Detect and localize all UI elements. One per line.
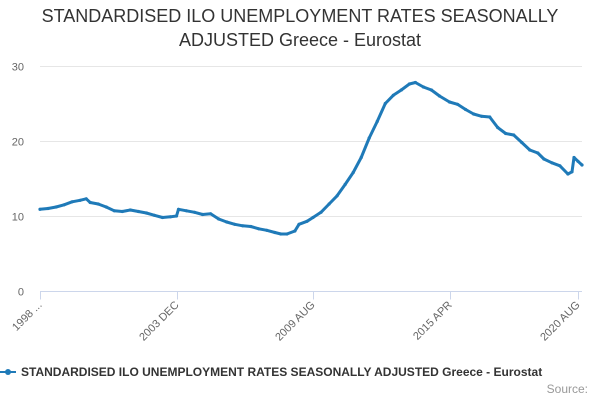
data-point[interactable]: [407, 82, 411, 86]
data-point[interactable]: [96, 202, 100, 206]
data-point[interactable]: [413, 80, 417, 85]
x-tick-label: 2003 DEC: [137, 299, 181, 343]
data-point[interactable]: [201, 212, 205, 217]
data-point[interactable]: [421, 85, 425, 89]
data-point[interactable]: [152, 213, 156, 217]
data-point[interactable]: [319, 210, 323, 214]
data-point[interactable]: [496, 125, 500, 130]
data-point[interactable]: [112, 209, 116, 213]
data-point[interactable]: [168, 215, 173, 219]
legend-symbol-icon: [0, 367, 16, 377]
data-point[interactable]: [279, 232, 283, 236]
x-tick-label: 1998 ...: [10, 299, 44, 333]
data-point[interactable]: [225, 220, 229, 224]
chart-title-line-1: STANDARDISED ILO UNEMPLOYMENT RATES SEAS…: [41, 6, 559, 26]
data-point[interactable]: [570, 170, 574, 174]
data-point[interactable]: [359, 155, 363, 160]
data-point[interactable]: [343, 182, 347, 187]
data-point[interactable]: [383, 101, 387, 106]
data-point[interactable]: [233, 222, 237, 226]
data-point[interactable]: [455, 102, 460, 106]
data-point[interactable]: [217, 217, 221, 221]
legend-label: STANDARDISED ILO UNEMPLOYMENT RATES SEAS…: [21, 365, 543, 379]
data-point[interactable]: [70, 200, 74, 204]
data-point[interactable]: [46, 206, 50, 211]
data-point[interactable]: [305, 219, 309, 223]
data-point[interactable]: [375, 119, 379, 124]
data-point[interactable]: [38, 207, 42, 211]
data-point[interactable]: [273, 230, 277, 235]
data-point[interactable]: [136, 209, 140, 214]
x-tick-label: 2009 AUG: [273, 299, 317, 343]
data-point[interactable]: [311, 215, 315, 220]
data-point[interactable]: [327, 202, 331, 206]
data-point[interactable]: [285, 232, 289, 236]
data-point[interactable]: [550, 161, 554, 165]
chart-title-line-2: ADJUSTED Greece - Eurostat: [178, 30, 422, 50]
data-point[interactable]: [558, 164, 562, 168]
data-point[interactable]: [144, 211, 148, 215]
data-point[interactable]: [437, 94, 442, 98]
data-point[interactable]: [249, 224, 253, 229]
data-point[interactable]: [576, 159, 580, 163]
data-point[interactable]: [265, 228, 269, 232]
data-point[interactable]: [335, 194, 339, 198]
data-point[interactable]: [241, 224, 245, 228]
data-point[interactable]: [351, 170, 355, 175]
data-point[interactable]: [84, 197, 88, 201]
data-point[interactable]: [447, 100, 452, 104]
data-point[interactable]: [572, 155, 576, 160]
data-point[interactable]: [174, 214, 179, 218]
gridlines: [40, 66, 582, 292]
data-point[interactable]: [293, 229, 297, 233]
y-tick-label: 0: [18, 287, 24, 299]
data-point[interactable]: [391, 93, 395, 97]
data-point[interactable]: [488, 115, 492, 119]
data-point[interactable]: [62, 203, 66, 207]
data-point[interactable]: [88, 200, 92, 205]
data-point[interactable]: [429, 88, 433, 92]
data-point[interactable]: [104, 205, 108, 209]
data-point[interactable]: [512, 133, 516, 137]
data-point[interactable]: [257, 227, 261, 231]
data-point[interactable]: [472, 112, 476, 116]
data-point[interactable]: [78, 198, 82, 202]
data-point[interactable]: [504, 131, 508, 136]
data-point[interactable]: [542, 157, 546, 161]
data-point[interactable]: [297, 222, 301, 226]
data-point[interactable]: [520, 140, 524, 145]
data-point[interactable]: [580, 163, 584, 167]
source-label: Source:: [546, 382, 588, 396]
data-point[interactable]: [367, 136, 371, 140]
x-tick-label: 2015 APR: [411, 299, 455, 343]
data-point[interactable]: [54, 205, 58, 209]
y-tick-label: 10: [12, 212, 24, 224]
y-tick-label: 20: [12, 137, 24, 149]
data-point[interactable]: [464, 107, 468, 112]
data-point[interactable]: [128, 208, 132, 212]
data-point[interactable]: [566, 172, 570, 176]
data-point[interactable]: [399, 88, 403, 92]
data-point[interactable]: [120, 209, 124, 214]
data-point[interactable]: [536, 151, 540, 155]
chart-title: STANDARDISED ILO UNEMPLOYMENT RATES SEAS…: [0, 4, 600, 52]
data-point[interactable]: [160, 215, 165, 220]
legend[interactable]: STANDARDISED ILO UNEMPLOYMENT RATES SEAS…: [0, 362, 600, 382]
data-point[interactable]: [528, 148, 532, 152]
data-point[interactable]: [480, 114, 484, 118]
data-point[interactable]: [193, 210, 197, 214]
data-point[interactable]: [176, 207, 181, 211]
x-tick-label: 2020 AUG: [538, 299, 582, 343]
y-tick-label: 30: [12, 62, 24, 74]
data-point[interactable]: [209, 212, 213, 216]
series-layer[interactable]: [38, 80, 584, 236]
data-point[interactable]: [184, 209, 189, 213]
